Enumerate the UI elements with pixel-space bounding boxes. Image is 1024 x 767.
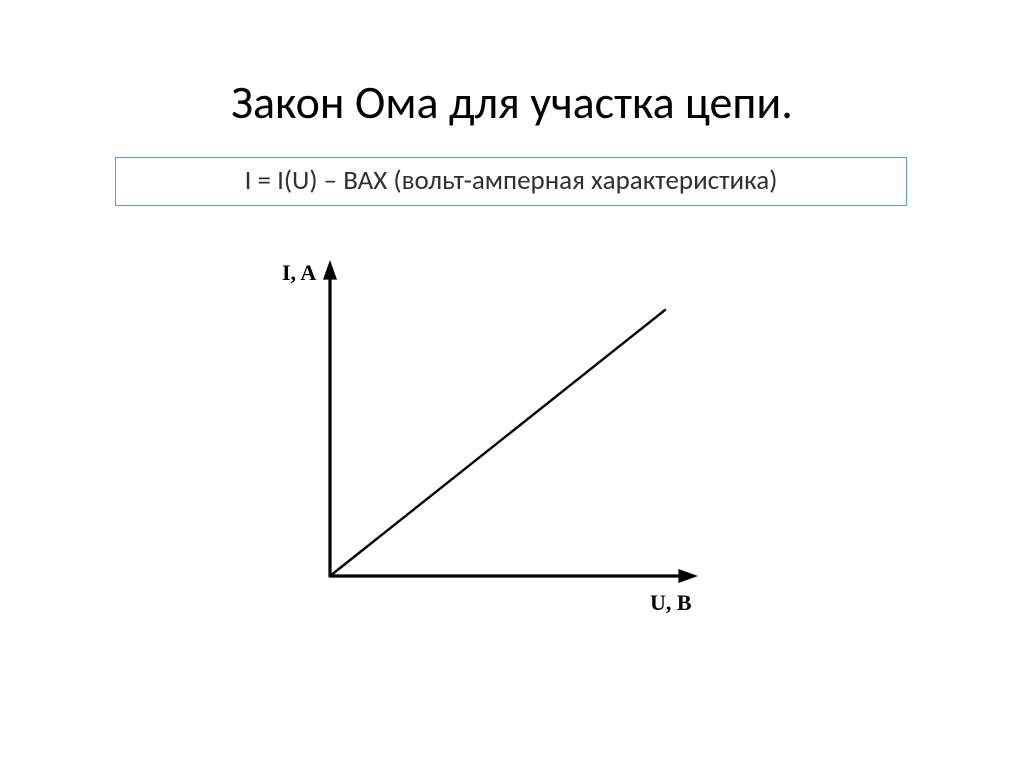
svg-text:U, B: U, B — [650, 590, 692, 615]
page-title: Закон Ома для участка цепи. — [0, 75, 1024, 131]
subtitle-box: I = I(U) – ВАХ (вольт-амперная характери… — [115, 157, 907, 206]
chart-svg: I, A U, B — [270, 248, 740, 648]
iv-curve-chart: I, A U, B — [270, 248, 740, 648]
svg-text:I, A: I, A — [282, 260, 316, 285]
slide: Закон Ома для участка цепи. I = I(U) – В… — [0, 0, 1024, 767]
